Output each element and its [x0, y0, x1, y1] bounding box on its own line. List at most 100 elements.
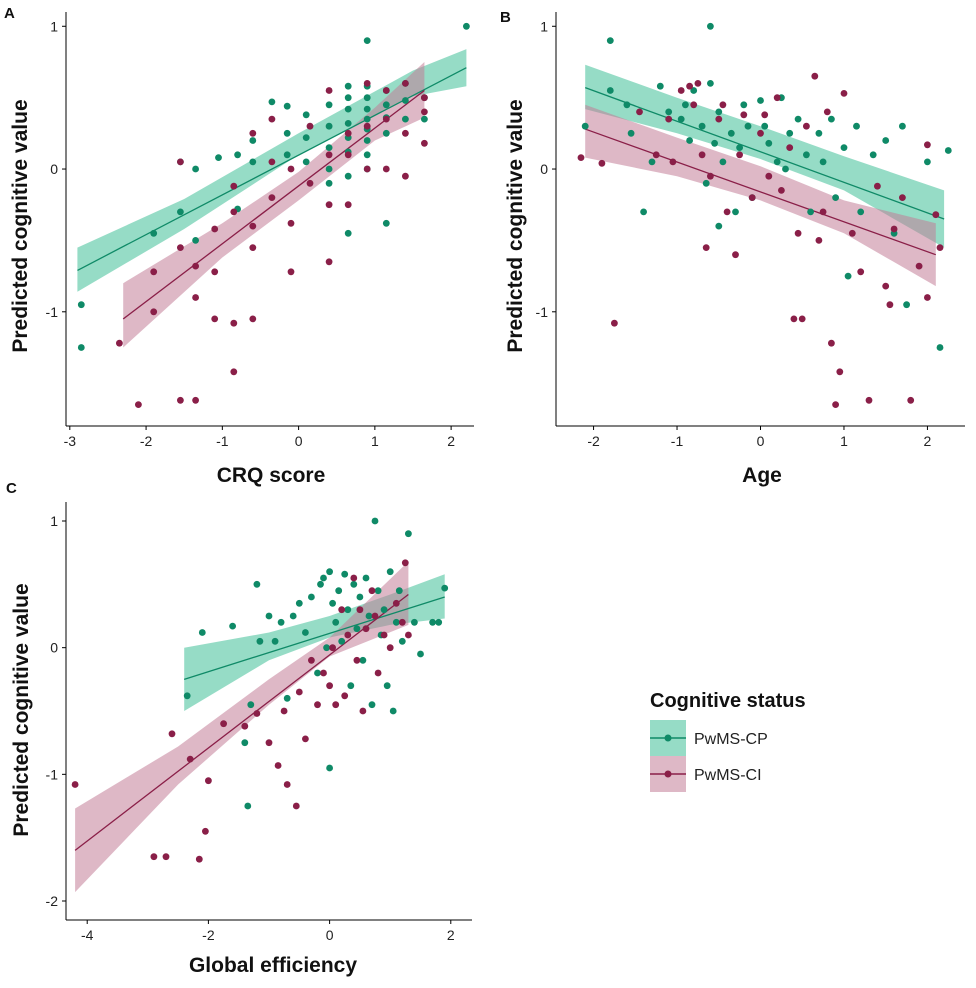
- panel-a-cp-point: [363, 37, 371, 44]
- panel-b-ci-point: [669, 158, 677, 166]
- panel-b-cp-point: [882, 137, 890, 144]
- panel-c-cp-point: [314, 669, 321, 677]
- panel-a-ci-point: [287, 219, 295, 227]
- panel-a-ci-point: [135, 401, 142, 408]
- panel-c-ci-point: [280, 707, 288, 715]
- panel-a-ci-point: [344, 129, 352, 137]
- panel-a-cp-point: [344, 82, 352, 90]
- panel-c-cp-point: [350, 580, 358, 588]
- panel-c-global-efficiency: C -4 -2 0 2 1 0 -1 -2 Global efficiency Predict…: [6, 480, 472, 977]
- panel-b-cp-point: [773, 158, 781, 166]
- panel-a-cp-point: [302, 111, 310, 119]
- panel-a-ci-point: [287, 268, 295, 276]
- legend: Cognitive status PwMS-CP PwMS-CI: [650, 690, 806, 792]
- panel-b-cp-point: [807, 208, 814, 216]
- panel-a-x-tick-label: -2: [140, 433, 153, 449]
- panel-c-cp-point: [265, 612, 273, 620]
- panel-c-cp-point: [368, 701, 376, 709]
- panel-c-cp-point: [271, 637, 279, 645]
- panel-b-cp-point: [819, 158, 827, 166]
- panel-b-axes: -2 -1 0 1 2 1 0 -1: [536, 12, 965, 449]
- panel-c-x-tick-label: -2: [202, 927, 215, 943]
- panel-b-cp-point: [740, 101, 748, 109]
- panel-a-ci-point: [192, 396, 200, 404]
- panel-a-ci-point: [211, 268, 219, 276]
- legend-item-pwms-cp: PwMS-CP: [650, 720, 768, 756]
- panel-c-cp-point: [429, 618, 436, 626]
- panel-a-cp-point: [325, 144, 333, 152]
- panel-a-cp-point: [344, 120, 352, 127]
- panel-b-cp-point: [656, 82, 664, 90]
- panel-a-cp-point: [268, 98, 276, 106]
- panel-a-cp-point: [463, 22, 470, 30]
- panel-c-axes: -4 -2 0 2 1 0 -1 -2: [46, 502, 472, 943]
- panel-c-fit-lines: [74, 593, 445, 851]
- panel-c-cp-point: [344, 606, 352, 614]
- panel-b-ci-point: [694, 80, 702, 87]
- panel-c-cp-point: [247, 701, 255, 709]
- panel-a-cp-point: [363, 105, 371, 113]
- panel-c-ci-point: [168, 730, 176, 738]
- panel-b-cp-point: [690, 87, 698, 94]
- panel-b-ci-point: [848, 229, 856, 237]
- panel-c-cp-point: [395, 587, 403, 595]
- panel-c-cp-point: [329, 599, 336, 607]
- panel-a-cp-point: [344, 105, 352, 113]
- panel-b-ci-point: [740, 111, 748, 119]
- panel-b-cp-point: [715, 222, 723, 230]
- panel-a-ci-point: [421, 94, 428, 102]
- panel-b-ci-point: [924, 141, 931, 149]
- panel-c-ci-point: [392, 599, 400, 607]
- panel-c-cp-point: [374, 587, 382, 595]
- panel-c-ci-point: [274, 762, 282, 769]
- panel-b-ci-point: [757, 129, 764, 137]
- panel-b-ci-point: [636, 108, 643, 116]
- panel-a-cp-point: [382, 101, 390, 109]
- panel-b-cp-point: [857, 208, 865, 216]
- panel-b-cp-point: [744, 122, 752, 130]
- panel-b-cp-point: [786, 129, 794, 137]
- panel-c-ci-point: [220, 720, 228, 728]
- panel-a-cp-point: [77, 301, 85, 309]
- legend-label-ci: PwMS-CI: [694, 767, 762, 784]
- panel-b-ci-point: [786, 144, 794, 152]
- panel-c-ci-point: [283, 781, 291, 788]
- panel-b-cp-point: [677, 115, 685, 123]
- panel-b-ci-point: [865, 396, 873, 404]
- panel-a-ci-point: [382, 87, 390, 94]
- panel-b-cp-point: [711, 139, 718, 147]
- panel-a-ci-point: [306, 179, 314, 187]
- panel-b-ci-fit-line: [584, 128, 937, 256]
- panel-b-y-tick-label: 0: [540, 161, 548, 177]
- panel-a-ci-point: [249, 222, 257, 230]
- panel-b-ci-point: [773, 94, 781, 102]
- panel-b-cp-point: [707, 22, 714, 30]
- panel-b-ci-point: [723, 208, 731, 216]
- panel-b-ci-point: [794, 229, 802, 237]
- panel-c-ci-point: [362, 625, 370, 633]
- panel-b-cp-point: [757, 97, 764, 104]
- panel-a-cp-point: [363, 137, 371, 144]
- panel-c-ci-point: [302, 735, 309, 743]
- panel-a-scatter-points: [77, 22, 470, 408]
- panel-b-ci-point: [598, 159, 606, 167]
- panel-b-ci-point: [823, 108, 831, 116]
- panel-b-cp-point: [702, 179, 710, 187]
- panel-b-cp-point: [648, 158, 656, 166]
- panel-b-ci-point: [882, 282, 890, 290]
- panel-c-y-tick-label: -1: [46, 766, 59, 782]
- panel-a-x-tick-label: 2: [447, 433, 455, 449]
- panel-a-ci-point: [344, 201, 352, 209]
- panel-a-crq-score: A -3 -2 -1 0 1 2 1 0 -1 CRQ score Predicted cogn…: [4, 5, 474, 487]
- panel-a-cp-point: [177, 208, 184, 216]
- panel-a-ci-point: [363, 80, 371, 87]
- panel-b-ci-point: [803, 122, 810, 130]
- panel-c-cp-point: [289, 612, 297, 620]
- panel-b-ci-point: [836, 368, 844, 376]
- panel-c-confidence-bands: [75, 561, 445, 893]
- panel-b-cp-point: [623, 101, 631, 109]
- legend-label-cp: PwMS-CP: [694, 731, 768, 748]
- panel-c-y-tick-label: -2: [46, 893, 59, 909]
- panel-a-cp-point: [283, 129, 291, 137]
